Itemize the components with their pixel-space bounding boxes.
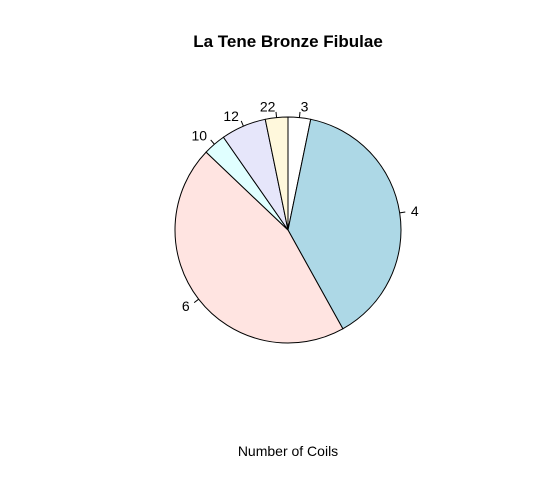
slice-label-10: 10: [191, 128, 207, 144]
slice-label-tick-22: [275, 111, 278, 118]
pie-slices: [174, 116, 402, 344]
slice-label-12: 12: [223, 108, 239, 124]
slice-label-22: 22: [260, 98, 276, 114]
slice-label-3: 3: [301, 98, 309, 114]
pie-slice-4: [287, 118, 402, 330]
slice-label-4: 4: [411, 203, 419, 219]
slice-label-tick-10: [210, 139, 215, 145]
slice-label-tick-4: [399, 211, 406, 214]
pie-slice-6: [174, 151, 344, 344]
slice-label-6: 6: [182, 298, 190, 314]
slice-label-tick-12: [240, 120, 244, 127]
slice-labels: 3 4 6 10 12 22: [182, 98, 419, 314]
x-axis-label: Number of Coils: [238, 443, 338, 459]
chart-title: La Tene Bronze Fibulae: [193, 32, 383, 51]
slice-label-tick-3: [298, 111, 301, 118]
slice-label-tick-6: [193, 298, 199, 304]
